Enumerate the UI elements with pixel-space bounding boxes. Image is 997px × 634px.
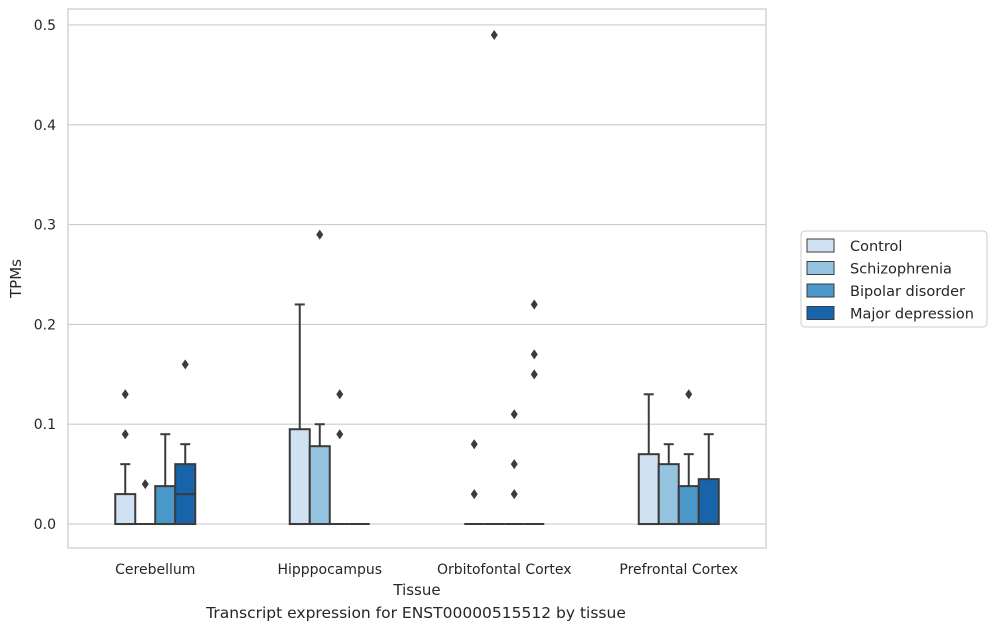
outlier-point	[510, 459, 518, 470]
legend-frame	[800, 230, 988, 328]
outlier-point	[336, 389, 344, 400]
x-tick-label: Prefrontal Cortex	[619, 562, 738, 578]
box-major-depression	[524, 299, 545, 526]
outlier-point	[530, 349, 538, 360]
legend-label: Bipolar disorder	[850, 284, 965, 300]
gridlines	[68, 24, 766, 525]
box-major-depression	[697, 433, 720, 526]
legend-swatch	[806, 283, 835, 298]
outlier-point	[510, 489, 518, 500]
legend-label: Schizophrenia	[850, 262, 952, 278]
x-tick-labels: Cerebellum Hipppocampus Orbitofontal Corte…	[115, 562, 738, 578]
box-schizophrenia	[135, 479, 156, 526]
box-rect	[288, 428, 311, 526]
box-bipolar-disorder	[504, 409, 525, 526]
x-tick-label: Orbitofontal Cortex	[437, 562, 572, 578]
legend-swatch	[806, 238, 835, 253]
chart-caption: Transcript expression for ENST0000051551…	[206, 604, 626, 622]
box-schizophrenia	[484, 29, 505, 526]
y-tick-label: 0.3	[34, 218, 56, 234]
box-rect	[637, 453, 660, 526]
outlier-point	[470, 489, 478, 500]
box-schizophrenia	[308, 229, 331, 526]
outlier-point	[530, 369, 538, 380]
box-bipolar-disorder	[677, 389, 700, 526]
box-schizophrenia	[657, 443, 680, 526]
x-axis-label: Tissue	[392, 581, 440, 599]
box-control	[288, 303, 311, 526]
box-rect	[697, 478, 720, 526]
box-rect	[657, 463, 680, 526]
y-axis-label: TPMs	[7, 259, 25, 299]
box-control	[464, 439, 485, 526]
y-tick-label: 0.5	[34, 18, 56, 34]
y-tick-label: 0.2	[34, 317, 56, 333]
outlier-point	[490, 29, 498, 40]
outlier-point	[121, 429, 129, 440]
x-tick-label: Hipppocampus	[277, 562, 382, 578]
outlier-point	[530, 299, 538, 310]
box-rect	[677, 485, 700, 526]
outlier-point	[685, 389, 693, 400]
legend-swatch	[806, 261, 835, 275]
box-control	[637, 393, 660, 526]
outlier-point	[181, 359, 189, 370]
legend-label: Control	[850, 239, 902, 255]
x-tick-label: Cerebellum	[115, 562, 195, 578]
box-major-depression	[174, 359, 197, 526]
box-rect	[114, 493, 137, 526]
box-rect	[154, 485, 177, 526]
y-tick-label: 0.1	[34, 417, 56, 433]
legend: Control Schizophrenia Bipolar disorder Majo…	[800, 230, 988, 328]
plot-frame	[67, 8, 767, 549]
outlier-point	[141, 479, 149, 490]
outlier-point	[336, 429, 344, 440]
y-tick-labels: 0.0 0.1 0.2 0.3 0.4 0.5	[34, 18, 56, 533]
legend-swatch	[806, 306, 835, 320]
y-tick-label: 0.0	[34, 517, 56, 533]
outlier-point	[316, 229, 324, 240]
box-bipolar-disorder	[154, 433, 177, 526]
box-control	[114, 389, 137, 526]
outlier-point	[121, 389, 129, 400]
box-rect	[308, 445, 331, 526]
legend-label: Major depression	[850, 307, 974, 323]
boxplot-chart: 0.0 0.1 0.2 0.3 0.4 0.5 Cerebellum Hipppocampu…	[7, 8, 988, 599]
box-series-group	[114, 29, 720, 526]
box-bipolar-disorder	[329, 389, 350, 526]
y-tick-label: 0.4	[34, 118, 56, 134]
outlier-point	[510, 409, 518, 420]
outlier-point	[470, 439, 478, 450]
